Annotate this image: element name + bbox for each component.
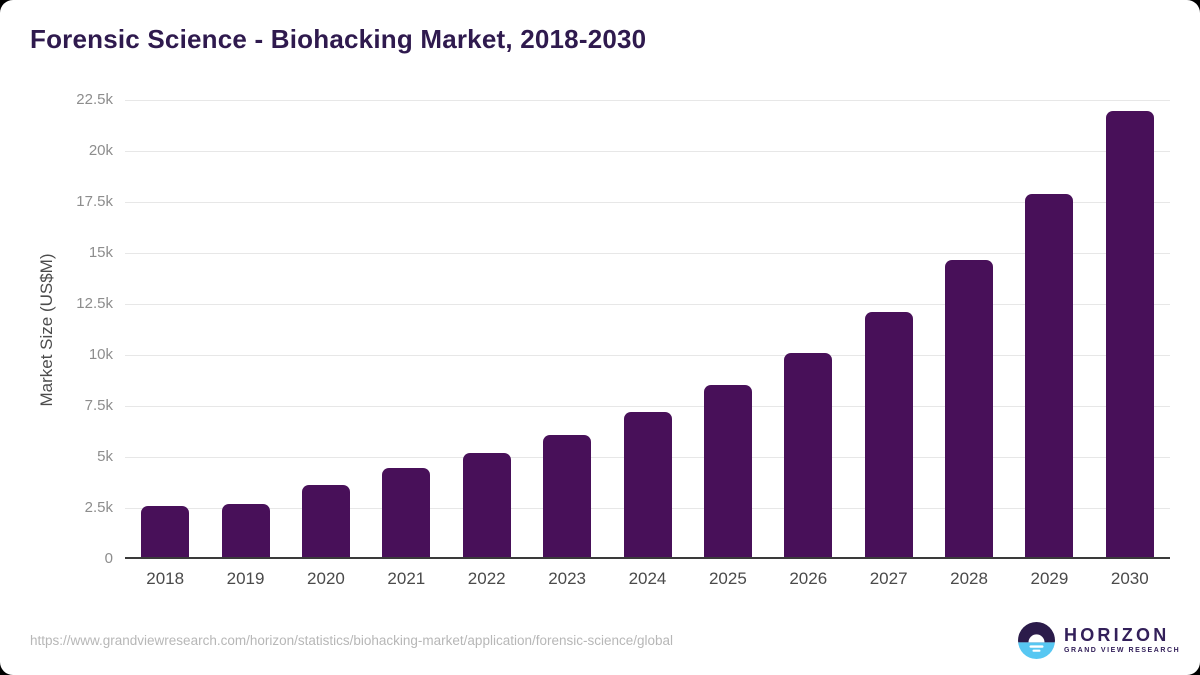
y-tick-label: 10k xyxy=(88,346,113,363)
chart-bar xyxy=(945,259,994,557)
logo-text-block: HORIZON GRAND VIEW RESEARCH xyxy=(1064,626,1180,655)
chart-bar xyxy=(623,412,672,557)
y-tick-label: 5k xyxy=(97,448,113,465)
x-tick-label: 2028 xyxy=(950,569,988,588)
chart-title: Forensic Science - Biohacking Market, 20… xyxy=(30,24,647,54)
x-tick-label: 2029 xyxy=(1030,569,1069,588)
logo-subtext: GRAND VIEW RESEARCH xyxy=(1064,647,1181,654)
gridline xyxy=(125,304,1170,305)
x-tick-label: 2025 xyxy=(708,569,747,588)
source-url: https://www.grandviewresearch.com/horizo… xyxy=(30,633,674,648)
x-tick-label: 2020 xyxy=(307,569,345,588)
x-tick-label: 2030 xyxy=(1110,569,1149,588)
y-tick-label: 17.5k xyxy=(76,193,113,210)
y-axis-tick-labels: 0 2.5k 5k 7.5k 10k 12.5k 15k 17.5k 20k 22.5k xyxy=(0,91,113,567)
gridline xyxy=(125,253,1170,254)
gridline xyxy=(125,355,1170,356)
x-tick-label: 2021 xyxy=(387,569,426,588)
y-tick-label: 15k xyxy=(88,244,113,261)
y-tick-label: 20k xyxy=(88,142,113,159)
chart-bar xyxy=(1105,110,1154,557)
plot-area xyxy=(125,100,1170,559)
logo-name: HORIZON xyxy=(1064,625,1170,645)
gridline xyxy=(125,406,1170,407)
gridline xyxy=(125,202,1170,203)
x-tick-label: 2018 xyxy=(146,569,185,588)
chart-bar xyxy=(703,385,752,557)
x-tick-label: 2023 xyxy=(548,569,587,588)
chart-bar xyxy=(382,468,431,557)
x-axis-tick-labels: 2018 2019 2020 2021 2022 2023 2024 2025 2026 2027… xyxy=(125,569,1170,593)
x-tick-label: 2024 xyxy=(628,569,667,588)
chart-bar xyxy=(864,311,913,557)
chart-bar xyxy=(301,484,350,557)
chart-bar xyxy=(1025,194,1074,557)
y-tick-label: 12.5k xyxy=(76,295,113,312)
gridline xyxy=(125,100,1170,101)
chart-bar xyxy=(462,453,511,557)
gridline xyxy=(125,151,1170,152)
x-tick-label: 2022 xyxy=(467,569,506,588)
chart-bar xyxy=(543,434,592,557)
y-tick-label: 7.5k xyxy=(84,397,113,414)
y-tick-label: 2.5k xyxy=(84,499,113,516)
chart-bar xyxy=(221,503,270,557)
x-tick-label: 2026 xyxy=(789,569,828,588)
x-axis-line xyxy=(125,557,1170,559)
chart-bar xyxy=(784,352,833,557)
x-tick-label: 2019 xyxy=(226,569,265,588)
x-tick-label: 2027 xyxy=(869,569,908,588)
y-tick-label: 22.5k xyxy=(76,91,113,108)
chart-bar xyxy=(141,505,190,557)
y-tick-label: 0 xyxy=(104,550,113,567)
horizon-logo: HORIZON GRAND VIEW RESEARCH xyxy=(1018,622,1180,659)
sunrise-horizon-icon xyxy=(1018,622,1055,659)
